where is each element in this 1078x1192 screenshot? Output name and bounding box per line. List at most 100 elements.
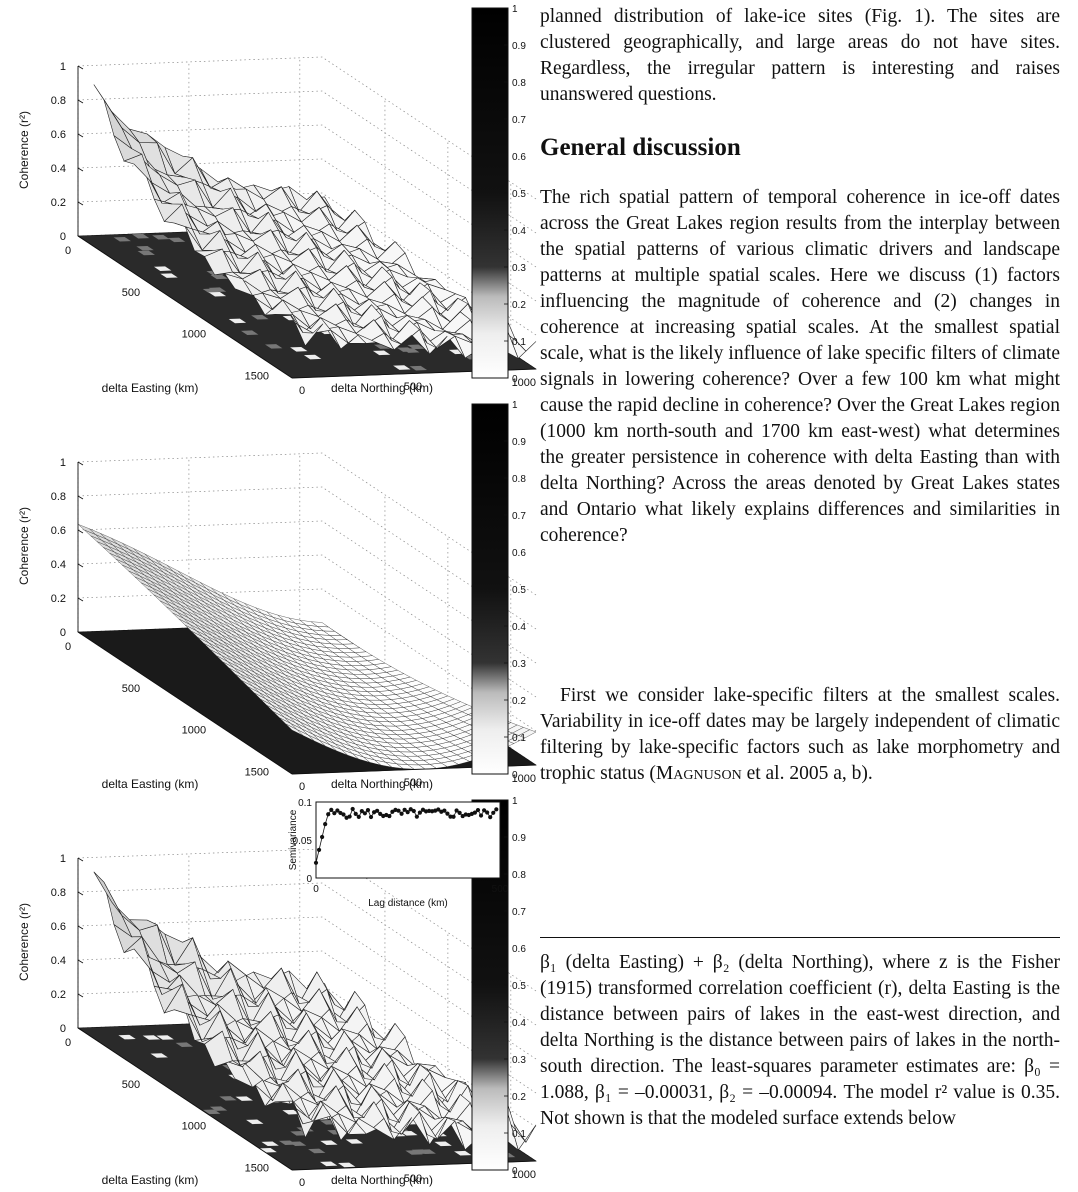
- z-tick: [77, 563, 84, 568]
- x-tick-label: 1500: [245, 1162, 269, 1174]
- floor-cell: [156, 1035, 174, 1040]
- inset-line: [321, 824, 326, 838]
- colorbar-tick-label: 1: [512, 400, 518, 411]
- paragraph-general-discussion: The rich spatial pattern of temporal coh…: [540, 187, 1060, 546]
- x-tick-label: 1000: [182, 329, 206, 341]
- inset-line: [401, 809, 405, 815]
- x-tick-label: 500: [122, 287, 140, 299]
- floor-cell: [402, 348, 420, 353]
- y-tick-label: 0: [299, 385, 305, 397]
- z-tick: [77, 993, 84, 998]
- z-tick-label: 0.6: [51, 921, 66, 933]
- inset-line: [358, 810, 363, 818]
- panel-observed-plot: 0 0.2 0.4 0.6 0.8 1 0 500 1000 1500 0 500 1000 Cohere…: [17, 4, 537, 397]
- y-tick-label: 0: [299, 1177, 305, 1189]
- floor-cell: [131, 233, 150, 239]
- floor-cell: [259, 1147, 277, 1153]
- inset-line: [468, 813, 473, 816]
- floor-cell: [308, 1148, 326, 1154]
- paragraph-lake-filters-a: First we consider lake-specific filters …: [540, 685, 1060, 784]
- floor-cell: [418, 1149, 436, 1154]
- colorbar-tick-label: 0.6: [512, 548, 526, 559]
- inset-line: [383, 814, 387, 817]
- inset-line: [459, 812, 463, 817]
- inset-line: [447, 813, 451, 817]
- inset-line: [349, 808, 354, 817]
- colorbar-tick-label: 0.4: [512, 226, 526, 237]
- inset-line: [453, 810, 457, 817]
- inset-line: [419, 809, 424, 813]
- y-axis-title: delta Northing (km): [331, 381, 433, 395]
- inset-point: [451, 814, 456, 819]
- inset-y-tick-label: 0.1: [298, 798, 312, 809]
- floor-cell: [400, 1131, 418, 1136]
- floor-cell: [208, 287, 227, 292]
- colorbar-tick-label: 0.8: [512, 870, 526, 881]
- inset-line: [370, 812, 375, 818]
- colorbar-tick-label: 0.6: [512, 152, 526, 163]
- inset-line: [340, 812, 344, 815]
- z-tick: [77, 597, 84, 602]
- section-heading: General discussion: [540, 134, 741, 161]
- grid-line-z: [77, 56, 537, 200]
- colorbar-tick-label: 0: [512, 770, 518, 781]
- inset-line: [435, 809, 439, 811]
- z-tick-label: 0.2: [51, 197, 66, 209]
- inset-line: [407, 808, 412, 813]
- y-tick-label: 0: [299, 781, 305, 793]
- inset-line: [444, 810, 448, 814]
- surface-cell: [93, 871, 122, 916]
- z-tick: [77, 133, 84, 138]
- inset-line: [355, 813, 360, 818]
- z-tick-label: 0: [60, 231, 66, 243]
- floor-cell: [153, 266, 172, 271]
- grid-line-z: [77, 90, 537, 234]
- colorbar-tick-label: 0.3: [512, 1055, 526, 1066]
- floor-cell: [319, 1161, 338, 1167]
- floor-cell: [454, 1150, 472, 1156]
- x-tick-label: 1000: [182, 1121, 206, 1133]
- colorbar-tick-label: 0.5: [512, 585, 526, 596]
- x-tick-label: 1000: [182, 725, 206, 737]
- z-tick-label: 1: [60, 61, 66, 73]
- grid-line-z: [77, 124, 537, 268]
- floor-cell: [278, 1140, 297, 1146]
- inset-line: [327, 809, 332, 815]
- inset-line: [343, 814, 347, 819]
- inset-line: [315, 849, 320, 863]
- inset-line: [489, 812, 494, 818]
- colorbar-tick-label: 0.8: [512, 78, 526, 89]
- grid-line-z: [77, 452, 537, 596]
- x-axis-line: [77, 1027, 293, 1171]
- inset-line: [337, 810, 341, 814]
- inset-line: [373, 810, 378, 813]
- z-axis-title: Coherence (r²): [17, 903, 31, 981]
- z-tick: [77, 925, 84, 930]
- floor-cell: [246, 1119, 264, 1125]
- floor-cell: [409, 365, 428, 371]
- z-tick-label: 1: [60, 853, 66, 865]
- inset-line: [471, 812, 476, 815]
- inset-line: [456, 810, 460, 814]
- inset-point: [313, 860, 319, 865]
- y-tick-label: 1000: [512, 377, 536, 389]
- colorbar-tick-label: 0.9: [512, 41, 526, 52]
- inset-y-tick-label: 0: [306, 874, 312, 885]
- inset-line: [474, 809, 479, 813]
- inset-line: [422, 809, 427, 812]
- inset-line: [432, 810, 436, 812]
- inset-line: [410, 808, 415, 812]
- inset-line: [483, 809, 488, 813]
- x-axis-line: [77, 235, 293, 379]
- floor-cell: [290, 347, 308, 352]
- grid-line-z: [77, 916, 537, 1060]
- floor-cell: [265, 344, 283, 349]
- floor-cell: [407, 344, 425, 350]
- z-tick: [77, 99, 84, 104]
- floor-cell: [113, 236, 131, 242]
- inset-x-title: Lag distance (km): [368, 898, 447, 909]
- floor-cell: [282, 1109, 300, 1115]
- colorbar-tick-label: 0.2: [512, 1092, 526, 1103]
- panel-residual: 0 0.2 0.4 0.6 0.8 1 0 500 1000 1500 0 500 1000 Cohere…: [0, 792, 537, 1192]
